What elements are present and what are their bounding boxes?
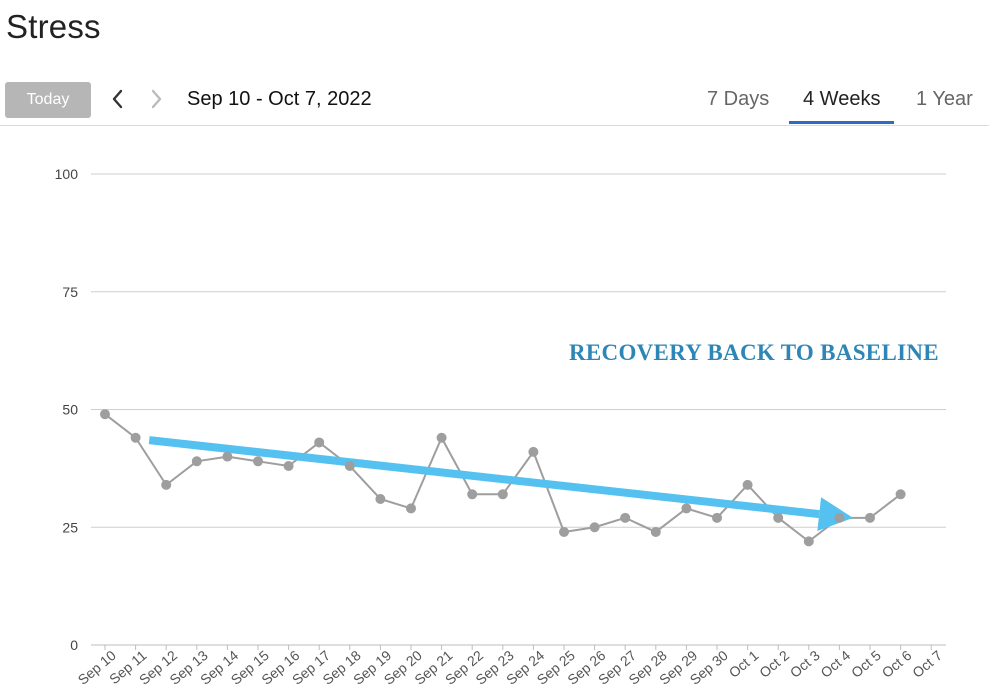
data-point xyxy=(773,512,784,523)
data-point xyxy=(650,526,661,537)
data-point xyxy=(436,432,447,443)
data-point xyxy=(712,512,722,523)
x-tick-label: Oct 3 xyxy=(787,647,823,681)
chevron-left-icon[interactable] xyxy=(106,86,130,112)
data-point xyxy=(681,503,692,514)
data-point xyxy=(895,489,906,500)
data-point xyxy=(803,536,814,547)
trend-arrow-layer xyxy=(148,436,853,531)
data-point xyxy=(834,512,845,523)
tab-1-year[interactable]: 1 Year xyxy=(916,88,973,110)
data-point xyxy=(559,526,569,537)
chevron-right-icon[interactable] xyxy=(144,86,168,112)
x-tick-label: Oct 4 xyxy=(817,647,853,681)
data-point xyxy=(222,451,233,462)
data-point xyxy=(344,461,355,472)
tab-4-weeks[interactable]: 4 Weeks xyxy=(803,88,881,110)
data-point xyxy=(497,489,508,500)
y-tick-label: 50 xyxy=(62,402,78,418)
active-tab-indicator xyxy=(789,121,894,124)
data-point xyxy=(100,409,110,420)
x-tick-label: Oct 7 xyxy=(909,647,945,681)
data-point xyxy=(742,479,753,490)
y-tick-label: 0 xyxy=(70,637,78,653)
x-tick-label: Oct 1 xyxy=(726,647,762,681)
data-point xyxy=(130,432,141,443)
data-point xyxy=(406,503,416,514)
x-tick-label: Oct 6 xyxy=(879,647,915,681)
data-point xyxy=(528,446,539,457)
date-range-label: Sep 10 - Oct 7, 2022 xyxy=(187,88,372,110)
data-point xyxy=(253,456,263,467)
trend-arrow-head xyxy=(817,497,853,531)
y-axis-ticks: 0 25 50 75 100 xyxy=(55,166,79,653)
data-point xyxy=(161,479,172,490)
data-point xyxy=(620,512,631,523)
y-tick-label: 75 xyxy=(62,284,78,300)
grid-layer xyxy=(91,173,946,646)
data-point xyxy=(283,461,294,472)
x-tick-label: Oct 2 xyxy=(756,647,792,681)
data-point xyxy=(314,437,325,448)
data-point xyxy=(375,493,386,504)
page-title: Stress xyxy=(6,8,101,45)
tab-7-days[interactable]: 7 Days xyxy=(707,88,770,110)
chart-toolbar: Today Sep 10 - Oct 7, 2022 7 Days 4 Week… xyxy=(0,80,989,126)
data-point xyxy=(467,489,478,500)
y-tick-label: 100 xyxy=(55,166,79,182)
data-point xyxy=(865,512,875,523)
data-point xyxy=(589,522,600,533)
y-tick-label: 25 xyxy=(62,519,78,535)
data-points-layer xyxy=(100,409,906,547)
x-tick-label: Oct 5 xyxy=(848,647,884,681)
today-button[interactable]: Today xyxy=(5,82,91,118)
trend-arrow-shaft xyxy=(148,436,820,519)
data-point xyxy=(191,456,202,467)
annotation-text: RECOVERY BACK TO BASELINE xyxy=(569,340,939,365)
